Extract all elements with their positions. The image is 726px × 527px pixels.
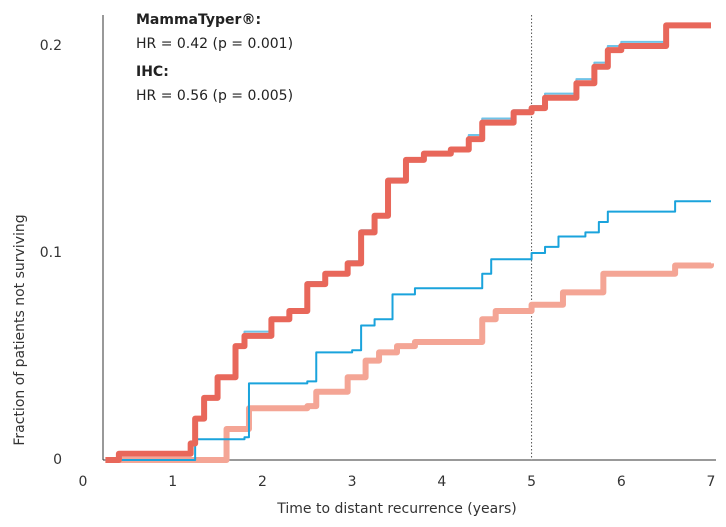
x-axis-label: Time to distant recurrence (years)	[276, 501, 516, 517]
step-line	[105, 200, 711, 461]
x-tick-label: 0	[79, 474, 88, 490]
y-tick-label: 0	[53, 452, 62, 468]
x-tick-label: 7	[707, 474, 716, 490]
x-tick-label: 3	[348, 474, 357, 490]
annotation: HR = 0.42 (p = 0.001)	[136, 36, 293, 52]
annotation: IHC:	[136, 64, 169, 80]
x-tick-label: 6	[617, 474, 626, 490]
x-tick-label: 2	[258, 474, 267, 490]
annotation: HR = 0.56 (p = 0.005)	[136, 88, 293, 104]
x-tick-label: 1	[168, 474, 177, 490]
y-tick-label: 0.1	[40, 245, 62, 261]
y-tick-label: 0.2	[40, 38, 62, 54]
annotation: MammaTyper®:	[136, 12, 261, 28]
y-axis-label: Fraction of patients not surviving	[12, 214, 28, 445]
step-line	[105, 22, 711, 463]
x-tick-label: 4	[437, 474, 446, 490]
step-line	[105, 262, 714, 463]
x-tick-label: 5	[527, 474, 536, 490]
